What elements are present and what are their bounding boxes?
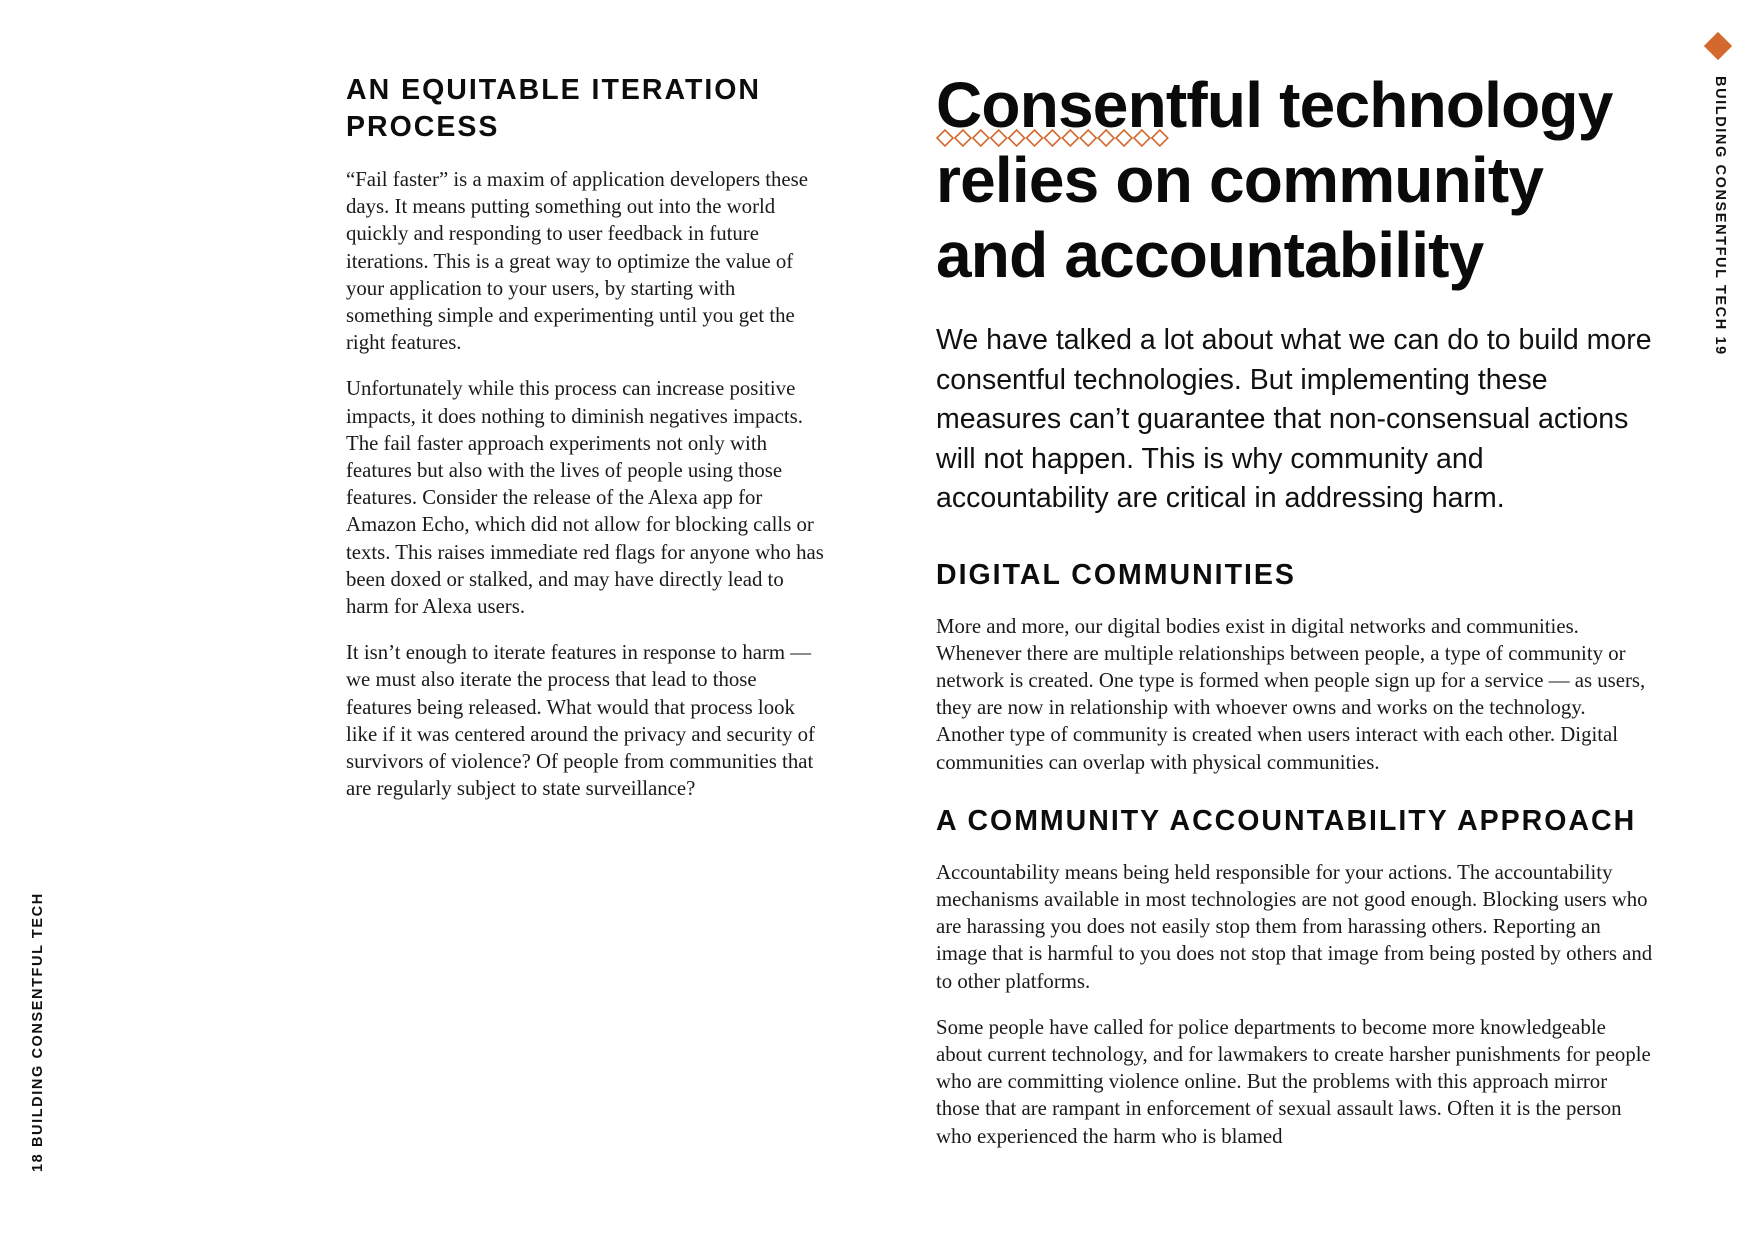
lede-paragraph: We have talked a lot about what we can d… (936, 324, 1652, 514)
left-running-header: 18 BUILDING CONSENTFUL TECH (30, 892, 46, 1172)
left-paragraph-1: “Fail faster” is a maxim of application … (346, 168, 808, 355)
zigzag-underline-icon (936, 128, 1169, 148)
left-page-column: AN EQUITABLE ITERATION PROCESS “Fail fas… (346, 72, 826, 821)
right-page-column: Consentful technology relies on communit… (936, 68, 1656, 1169)
equitable-iteration-heading: AN EQUITABLE ITERATION PROCESS (346, 74, 762, 143)
title-block: Consentful technology relies on communit… (936, 68, 1656, 293)
diamond-icon (1703, 31, 1733, 61)
digital-communities-heading: DIGITAL COMMUNITIES (936, 558, 1296, 591)
accountability-paragraph-1: Accountability means being held responsi… (936, 860, 1653, 993)
digital-communities-paragraph: More and more, our digital bodies exist … (936, 614, 1646, 774)
right-running-header: BUILDING CONSENTFUL TECH 19 (1712, 76, 1728, 356)
left-paragraph-3: It isn’t enough to iterate features in r… (346, 641, 815, 801)
community-accountability-heading: A COMMUNITY ACCOUNTABILITY APPROACH (936, 804, 1637, 837)
page-title: Consentful technology relies on communit… (936, 69, 1613, 291)
left-paragraph-2: Unfortunately while this process can inc… (346, 377, 824, 619)
accountability-paragraph-2: Some people have called for police depar… (936, 1015, 1651, 1148)
